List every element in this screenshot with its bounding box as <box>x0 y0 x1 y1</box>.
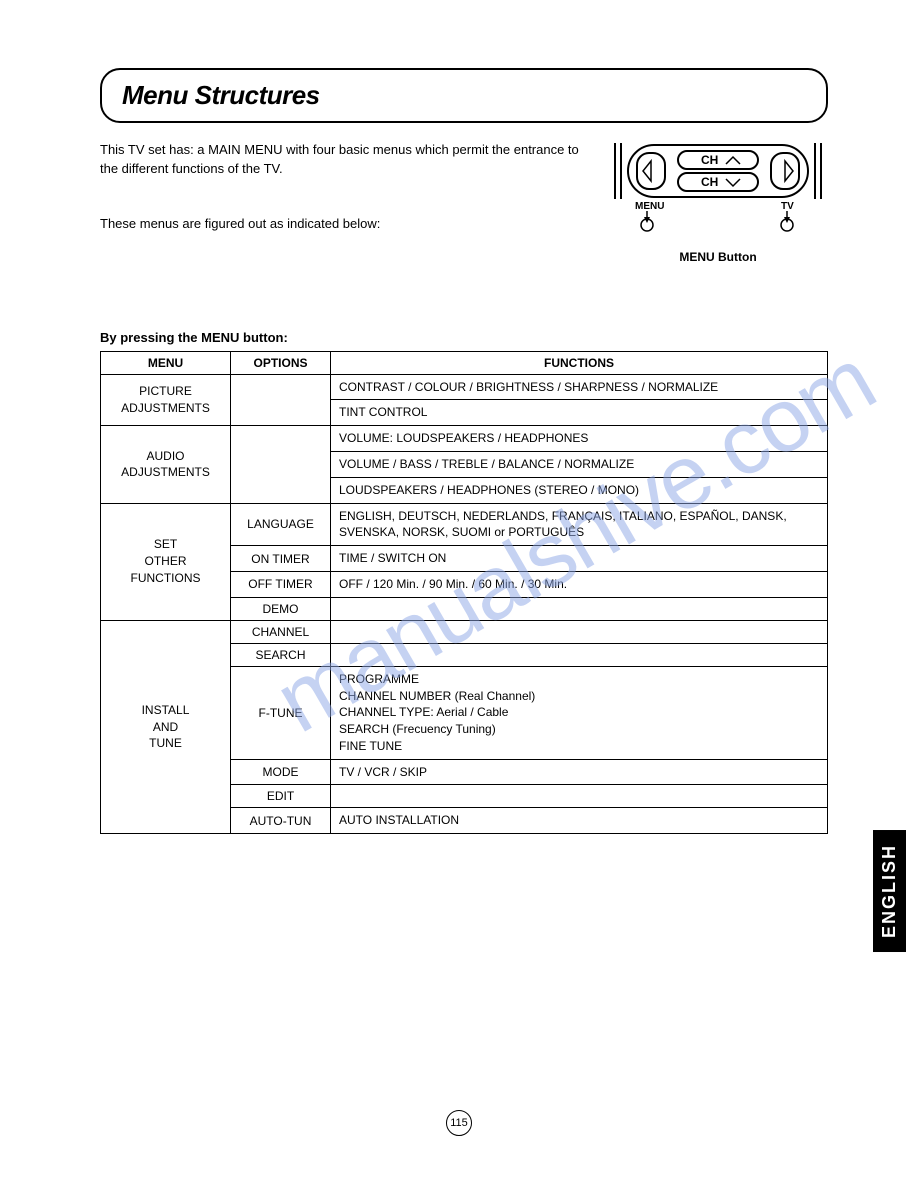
menu-cell: INSTALLANDTUNE <box>101 620 231 834</box>
svg-text:CH: CH <box>701 175 718 189</box>
svg-text:TV: TV <box>781 201 794 212</box>
table-row: PICTUREADJUSTMENTSCONTRAST / COLOUR / BR… <box>101 374 828 400</box>
title-box: Menu Structures <box>100 68 828 123</box>
option-cell: EDIT <box>231 785 331 808</box>
intro-text: This TV set has: a MAIN MENU with four b… <box>100 141 588 270</box>
table-row: INSTALLANDTUNECHANNEL <box>101 620 828 643</box>
menu-cell: SETOTHERFUNCTIONS <box>101 503 231 620</box>
option-cell: AUTO-TUN <box>231 808 331 834</box>
remote-diagram: CH CH MENU TV <box>613 141 823 241</box>
page-title: Menu Structures <box>122 80 806 111</box>
page-number: 115 <box>446 1110 472 1136</box>
function-cell: CONTRAST / COLOUR / BRIGHTNESS / SHARPNE… <box>331 374 828 400</box>
option-cell: ON TIMER <box>231 546 331 572</box>
option-cell: LANGUAGE <box>231 503 331 546</box>
function-cell <box>331 597 828 620</box>
menu-structure-table: MENU OPTIONS FUNCTIONS PICTUREADJUSTMENT… <box>100 351 828 835</box>
function-cell: OFF / 120 Min. / 90 Min. / 60 Min. / 30 … <box>331 571 828 597</box>
function-cell <box>331 785 828 808</box>
function-cell: LOUDSPEAKERS / HEADPHONES (STEREO / MONO… <box>331 477 828 503</box>
option-cell: F-TUNE <box>231 666 331 759</box>
function-cell: VOLUME / BASS / TREBLE / BALANCE / NORMA… <box>331 451 828 477</box>
function-cell: TINT CONTROL <box>331 400 828 426</box>
function-cell <box>331 620 828 643</box>
function-cell: TV / VCR / SKIP <box>331 759 828 785</box>
table-row: AUDIOADJUSTMENTSVOLUME: LOUDSPEAKERS / H… <box>101 426 828 452</box>
header-menu: MENU <box>101 351 231 374</box>
option-cell: OFF TIMER <box>231 571 331 597</box>
page-number-value: 115 <box>446 1110 472 1136</box>
language-tab: ENGLISH <box>873 830 906 952</box>
header-functions: FUNCTIONS <box>331 351 828 374</box>
option-cell: DEMO <box>231 597 331 620</box>
option-cell <box>231 374 331 426</box>
option-cell: CHANNEL <box>231 620 331 643</box>
svg-text:MENU: MENU <box>635 201 664 212</box>
remote-figure: CH CH MENU TV MENU Button <box>608 141 828 264</box>
table-row: SETOTHERFUNCTIONSLANGUAGEENGLISH, DEUTSC… <box>101 503 828 546</box>
option-cell: MODE <box>231 759 331 785</box>
intro-paragraph-1: This TV set has: a MAIN MENU with four b… <box>100 141 588 179</box>
menu-cell: PICTUREADJUSTMENTS <box>101 374 231 426</box>
section-label: By pressing the MENU button: <box>100 330 828 345</box>
function-cell: AUTO INSTALLATION <box>331 808 828 834</box>
svg-text:CH: CH <box>701 153 718 167</box>
function-cell: PROGRAMMECHANNEL NUMBER (Real Channel)CH… <box>331 666 828 759</box>
option-cell: SEARCH <box>231 643 331 666</box>
function-cell <box>331 643 828 666</box>
function-cell: ENGLISH, DEUTSCH, NEDERLANDS, FRANÇAIS, … <box>331 503 828 546</box>
menu-cell: AUDIOADJUSTMENTS <box>101 426 231 503</box>
function-cell: VOLUME: LOUDSPEAKERS / HEADPHONES <box>331 426 828 452</box>
header-options: OPTIONS <box>231 351 331 374</box>
intro-paragraph-2: These menus are figured out as indicated… <box>100 215 588 234</box>
menu-button-label: MENU Button <box>608 250 828 264</box>
function-cell: TIME / SWITCH ON <box>331 546 828 572</box>
option-cell <box>231 426 331 503</box>
